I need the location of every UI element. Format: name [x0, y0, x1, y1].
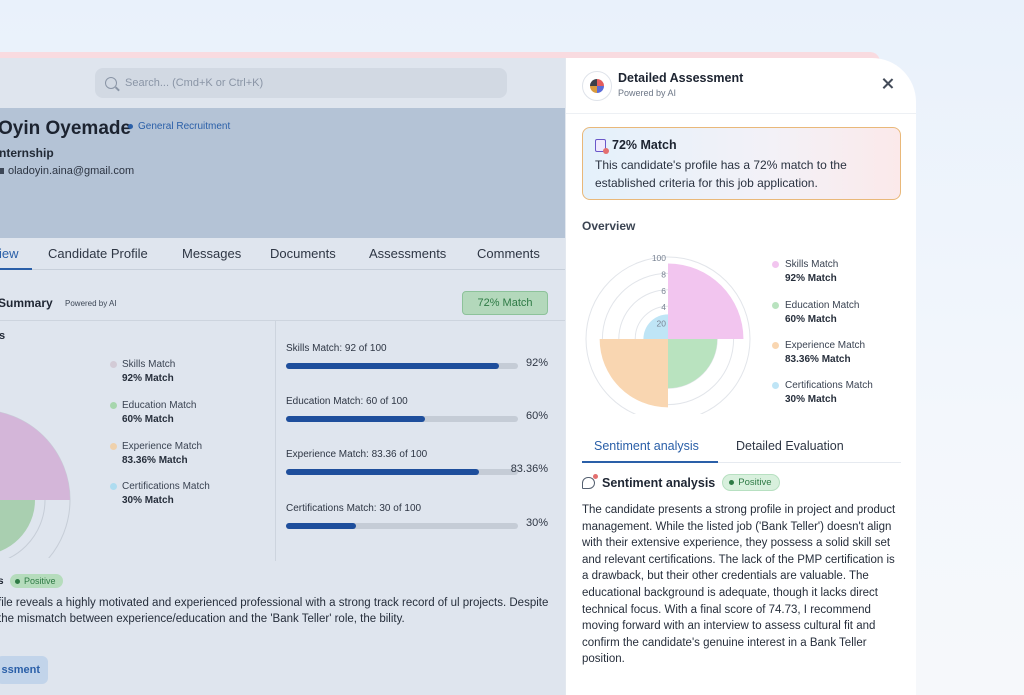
polar-tick-label: 4: [661, 302, 666, 312]
legend-experience: Experience Match 83.36% Match: [772, 340, 865, 365]
tab-underline: [0, 268, 32, 270]
sentiment-title: Sentiment analysis: [602, 475, 716, 490]
bg-summary-paragraph: file reveals a highly motivated and expe…: [0, 597, 549, 625]
background-polar-chart: [0, 411, 71, 558]
progress-fill: [286, 523, 356, 529]
search-icon: [105, 77, 117, 89]
polar-slice-experience-match: [599, 339, 668, 408]
bg-skills-slice: [0, 412, 70, 500]
bg-legend-education: Education Match 60% Match: [110, 400, 197, 425]
progress-fill: [286, 416, 426, 422]
panel-header: Detailed Assessment Powered by AI: [566, 58, 916, 114]
match-button[interactable]: 72% Match: [462, 291, 548, 315]
assessment-button[interactable]: ssment: [0, 656, 48, 684]
search-input[interactable]: Search... (Cmd+K or Ctrl+K): [95, 68, 507, 98]
panel-tabs: Sentiment analysis Detailed Evaluation: [582, 433, 901, 463]
candidate-email: oladoyin.aina@gmail.com: [0, 165, 134, 177]
skills-progress: Skills Match: 92 of 100 92%: [286, 343, 548, 369]
bg-legend-skills: Skills Match 92% Match: [110, 359, 175, 384]
match-title: 72% Match: [612, 138, 677, 152]
polar-tick-label: 100: [652, 253, 666, 263]
bg-positive-badge: Positive: [10, 574, 63, 588]
profile-header: [0, 108, 566, 238]
candidate-tag: General Recruitment: [128, 121, 230, 132]
search-placeholder: Search... (Cmd+K or Ctrl+K): [125, 77, 264, 89]
polar-tick-label: 6: [661, 286, 666, 296]
candidate-name: Oyin Oyemade: [0, 118, 132, 139]
mail-icon: [0, 168, 4, 174]
background-app: Search... (Cmd+K or Ctrl+K) Oyin Oyemade…: [0, 58, 566, 695]
match-card: 72% Match This candidate's profile has a…: [582, 127, 901, 200]
polar-slice-certifications-match: [643, 314, 668, 339]
match-description: This candidate's profile has a 72% match…: [595, 158, 847, 190]
polar-slice-skills-match: [668, 263, 744, 339]
tab-comments[interactable]: Comments: [477, 246, 540, 261]
panel-title: Detailed Assessment: [618, 71, 744, 85]
chart-section-label: s: [0, 330, 6, 342]
close-icon[interactable]: [882, 78, 894, 90]
tab-detailed-evaluation[interactable]: Detailed Evaluation: [736, 439, 844, 453]
tab-documents[interactable]: Documents: [270, 246, 336, 261]
education-progress: Education Match: 60 of 100 60%: [286, 396, 548, 422]
polar-grid-ring: [585, 256, 751, 414]
polar-area-chart: 100 8 6 4 20: [585, 253, 751, 414]
polar-tick-label: 20: [657, 319, 667, 329]
tab-messages[interactable]: Messages: [182, 246, 242, 261]
candidate-role: nternship: [0, 146, 54, 160]
main-tabs: iew Candidate Profile Messages Documents…: [0, 238, 566, 270]
bg-education-slice: [0, 500, 35, 552]
overview-label: Overview: [582, 219, 636, 233]
polar-tick-label: 8: [661, 269, 666, 279]
divider: [275, 321, 276, 561]
polar-slice-education-match: [668, 339, 718, 389]
positive-badge: Positive: [722, 474, 780, 491]
document-icon: [595, 138, 609, 154]
legend-skills: Skills Match 92% Match: [772, 259, 838, 284]
tab-candidate-profile[interactable]: Candidate Profile: [48, 246, 148, 261]
progress-fill: [286, 469, 480, 475]
sentiment-header: Sentiment analysis Positive: [582, 473, 780, 491]
window-top-edge: [0, 52, 880, 62]
legend-certifications: Certifications Match 30% Match: [772, 380, 873, 405]
tab-sentiment-analysis[interactable]: Sentiment analysis: [594, 439, 699, 453]
summary-title: Summary: [0, 296, 53, 310]
ai-logo-icon: [582, 71, 612, 101]
tab-underline: [582, 461, 718, 463]
certifications-progress: Certifications Match: 30 of 100 30%: [286, 503, 548, 529]
progress-fill: [286, 363, 500, 369]
bg-legend-certifications: Certifications Match 30% Match: [110, 481, 210, 506]
tab-overview[interactable]: iew: [0, 246, 19, 261]
panel-subtitle: Powered by AI: [618, 88, 677, 98]
sentiment-text: The candidate presents a strong profile …: [582, 504, 896, 666]
top-bar: Search... (Cmd+K or Ctrl+K): [0, 58, 566, 108]
legend-education: Education Match 60% Match: [772, 300, 860, 325]
bg-legend-experience: Experience Match 83.36% Match: [110, 441, 202, 466]
divider: [0, 320, 566, 321]
chat-sparkle-icon: [582, 473, 598, 489]
experience-progress: Experience Match: 83.36 of 100 83.36%: [286, 449, 548, 475]
bg-sentiment-label: s: [0, 576, 4, 587]
summary-powered-by: Powered by AI: [65, 299, 117, 308]
tab-assessments[interactable]: Assessments: [369, 246, 447, 261]
detailed-assessment-panel: Detailed Assessment Powered by AI 72% Ma…: [565, 58, 916, 695]
